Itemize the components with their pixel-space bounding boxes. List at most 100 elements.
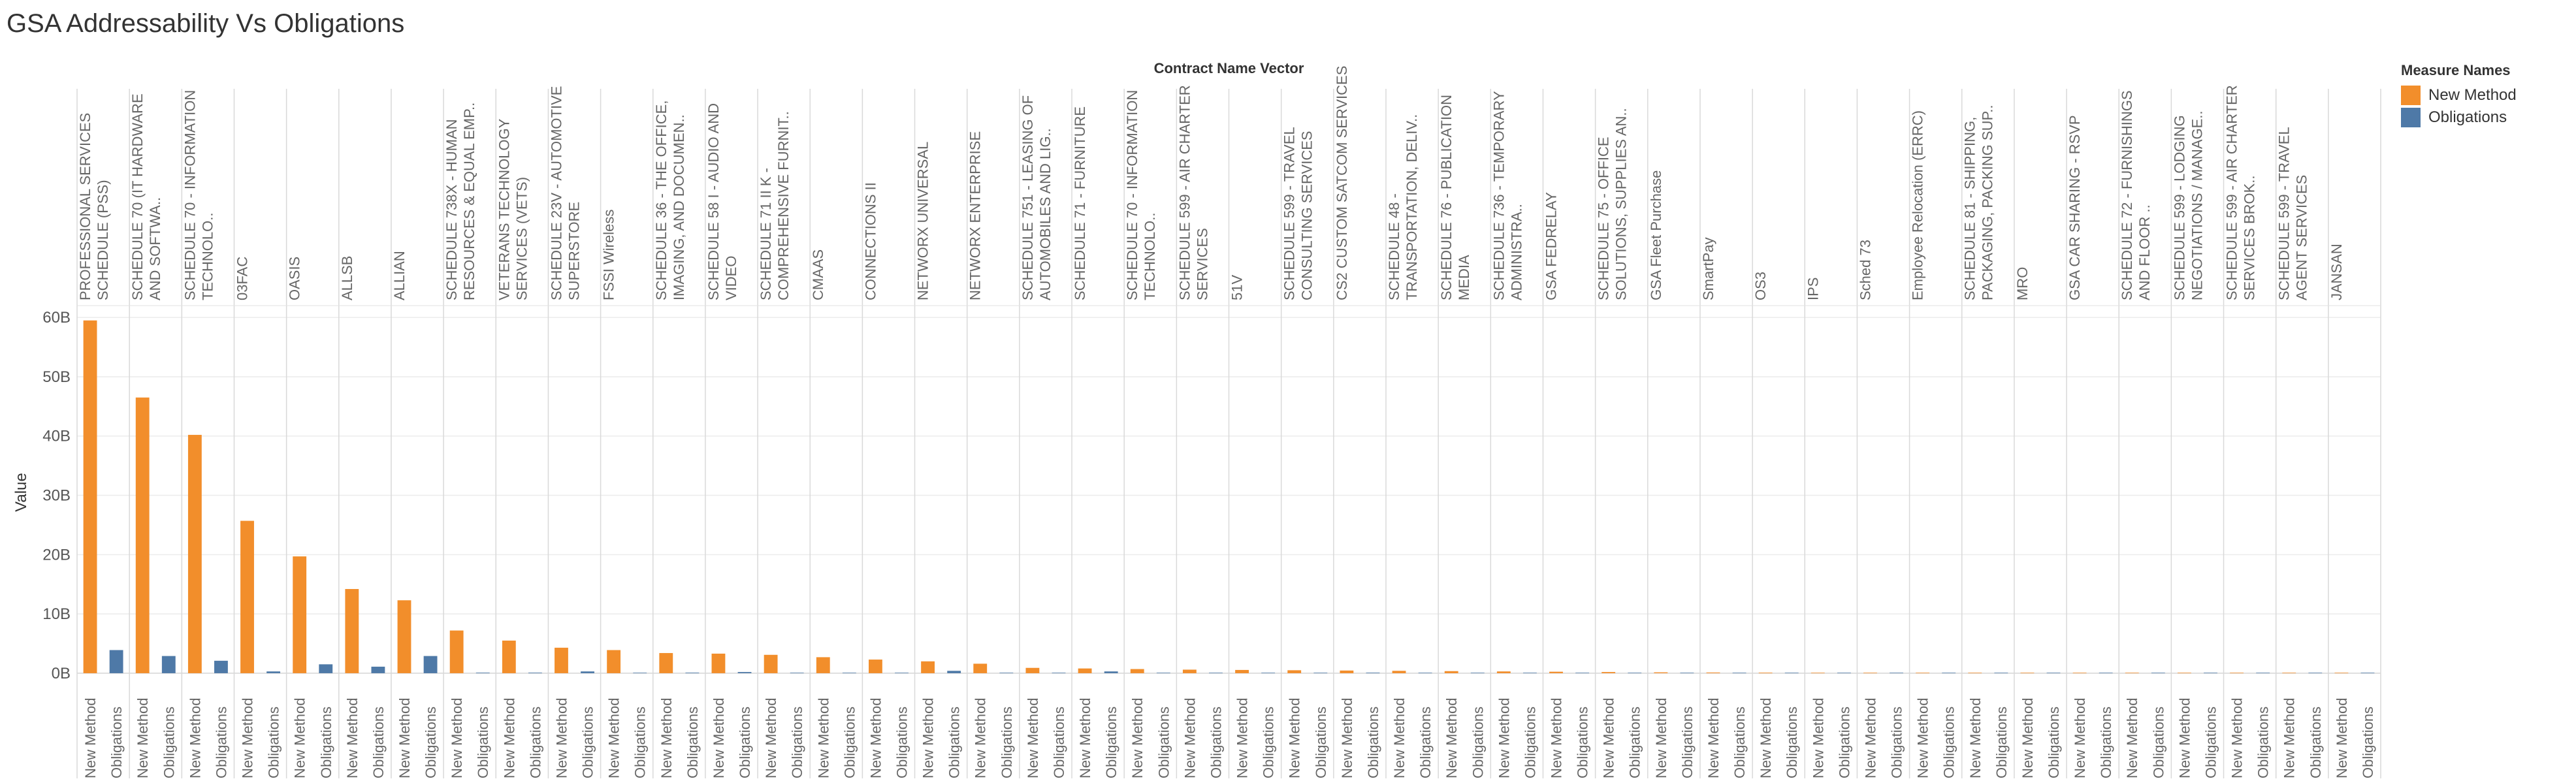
bar-new-method (1025, 667, 1040, 673)
y-tick-label: 0B (52, 665, 71, 682)
category-label: AGENT SERVICES (2294, 175, 2310, 300)
legend-item-obligations[interactable]: Obligations (2401, 106, 2517, 129)
category-label: ALLSB (339, 256, 355, 301)
bar-obligations (371, 666, 385, 673)
legend-label: Obligations (2428, 108, 2507, 126)
measure-label: New Method (867, 697, 884, 778)
category-label: CMAAS (810, 249, 826, 300)
measure-label: New Method (135, 697, 151, 778)
category-label: SCHEDULE 36 - THE OFFICE, (653, 101, 669, 300)
bar-new-method (135, 397, 150, 673)
measure-label: New Method (449, 697, 465, 778)
measure-label: Obligations (1731, 707, 1748, 778)
category-label: SCHEDULE 599 - LODGING (2171, 115, 2187, 300)
measure-label: Obligations (1993, 707, 2010, 778)
bar-new-method (973, 663, 988, 673)
bar-new-method (555, 647, 568, 673)
bar-new-method (711, 653, 726, 673)
measure-label: Obligations (423, 707, 439, 778)
measure-label: Obligations (1836, 707, 1852, 778)
measure-label: New Method (1915, 697, 1931, 778)
measure-label: New Method (2334, 697, 2350, 778)
bar-new-method (397, 600, 411, 673)
category-label: PROFESSIONAL SERVICES (77, 113, 93, 300)
category-label: SCHEDULE 751 - LEASING OF (1020, 95, 1036, 300)
category-label: AND SOFTWA.. (147, 197, 163, 300)
category-label: GSA FEDRELAY (1543, 192, 1559, 300)
measure-label: Obligations (2046, 707, 2062, 778)
measure-label: New Method (973, 697, 989, 778)
category-label: SCHEDULE 599 - AIR CHARTER (1176, 85, 1193, 300)
bar-obligations (319, 664, 333, 673)
category-label: SCHEDULE 70 - INFORMATION (182, 90, 198, 300)
measure-label: New Method (1496, 697, 1512, 778)
category-label: MEDIA (1456, 255, 1472, 300)
measure-label: Obligations (684, 707, 701, 778)
measure-label: Obligations (1575, 707, 1591, 778)
measure-label: New Method (1234, 697, 1251, 778)
bar-new-method (816, 657, 830, 673)
bar-obligations (266, 671, 281, 673)
category-label: SCHEDULE 75 - OFFICE (1596, 136, 1612, 300)
measure-label: New Method (1077, 697, 1093, 778)
category-label: OASIS (287, 257, 303, 300)
measure-label: New Method (1758, 697, 1774, 778)
category-label: COMPREHENSIVE FURNIT.. (775, 111, 792, 300)
category-label: SUPERSTORE (566, 202, 582, 300)
measure-label: New Method (1810, 697, 1826, 778)
bar-new-method (1392, 671, 1406, 673)
measure-label: Obligations (2098, 707, 2114, 778)
measure-label: Obligations (1679, 707, 1696, 778)
category-label: SCHEDULE 76 - PUBLICATION (1438, 95, 1455, 300)
measure-label: New Method (1601, 697, 1617, 778)
measure-label: Obligations (1941, 707, 1957, 778)
measure-label: New Method (2020, 697, 2036, 778)
bar-new-method (1287, 670, 1302, 673)
category-label: PACKAGING, PACKING SUP.. (1980, 104, 1996, 300)
measure-label: Obligations (737, 707, 753, 778)
category-label: SCHEDULE 48 - (1386, 193, 1402, 300)
column-header: Contract Name Vector (1154, 60, 1304, 76)
measure-label: Obligations (2360, 707, 2376, 778)
bar-new-method (869, 660, 882, 673)
bar-new-method (240, 520, 254, 673)
category-label: SCHEDULE 58 I - AUDIO AND (705, 103, 722, 300)
measure-label: Obligations (632, 707, 649, 778)
measure-label: New Method (1548, 697, 1564, 778)
measure-label: New Method (606, 697, 622, 778)
category-label: GSA CAR SHARING - RSVP (2067, 115, 2083, 300)
category-label: IPS (1805, 278, 1821, 300)
category-label: ALLIAN (391, 251, 408, 300)
y-axis-title: Value (12, 473, 30, 512)
category-label: JANSAN (2328, 244, 2345, 300)
bar-new-method (1602, 672, 1616, 673)
category-label: AND FLOOR .. (2136, 204, 2153, 300)
measure-label: New Method (240, 697, 256, 778)
category-label: VETERANS TECHNOLOGY (496, 118, 512, 300)
category-label: Employee Relocation (ERRC) (1910, 110, 1926, 300)
bar-new-method (449, 630, 464, 673)
measure-label: Obligations (1103, 707, 1119, 778)
legend-item-new-method[interactable]: New Method (2401, 84, 2517, 106)
legend-swatch-new-method (2401, 86, 2421, 105)
legend: Measure Names New Method Obligations (2401, 62, 2517, 129)
measure-label: New Method (1862, 697, 1878, 778)
category-label: AUTOMOBILES AND LIG.. (1037, 128, 1054, 300)
measure-label: Obligations (2202, 707, 2219, 778)
measure-label: New Method (292, 697, 308, 778)
category-label: SCHEDULE 70 (IT HARDWARE (129, 93, 146, 300)
measure-label: New Method (187, 697, 203, 778)
category-label: SCHEDULE 736 - TEMPORARY (1490, 91, 1507, 300)
measure-label: Obligations (2150, 707, 2166, 778)
chart-title: GSA Addressability Vs Obligations (7, 9, 405, 38)
category-label: SmartPay (1700, 237, 1716, 300)
bar-obligations (1104, 671, 1118, 673)
category-label: NEGOTIATIONS / MANAGE.. (2189, 110, 2205, 300)
measure-label: Obligations (370, 707, 387, 778)
measure-label: New Method (1967, 697, 1984, 778)
bar-new-method (83, 320, 97, 673)
measure-label: Obligations (1627, 707, 1643, 778)
category-label: Sched 73 (1857, 240, 1873, 300)
bar-new-method (502, 640, 516, 673)
bar-obligations (737, 672, 752, 673)
